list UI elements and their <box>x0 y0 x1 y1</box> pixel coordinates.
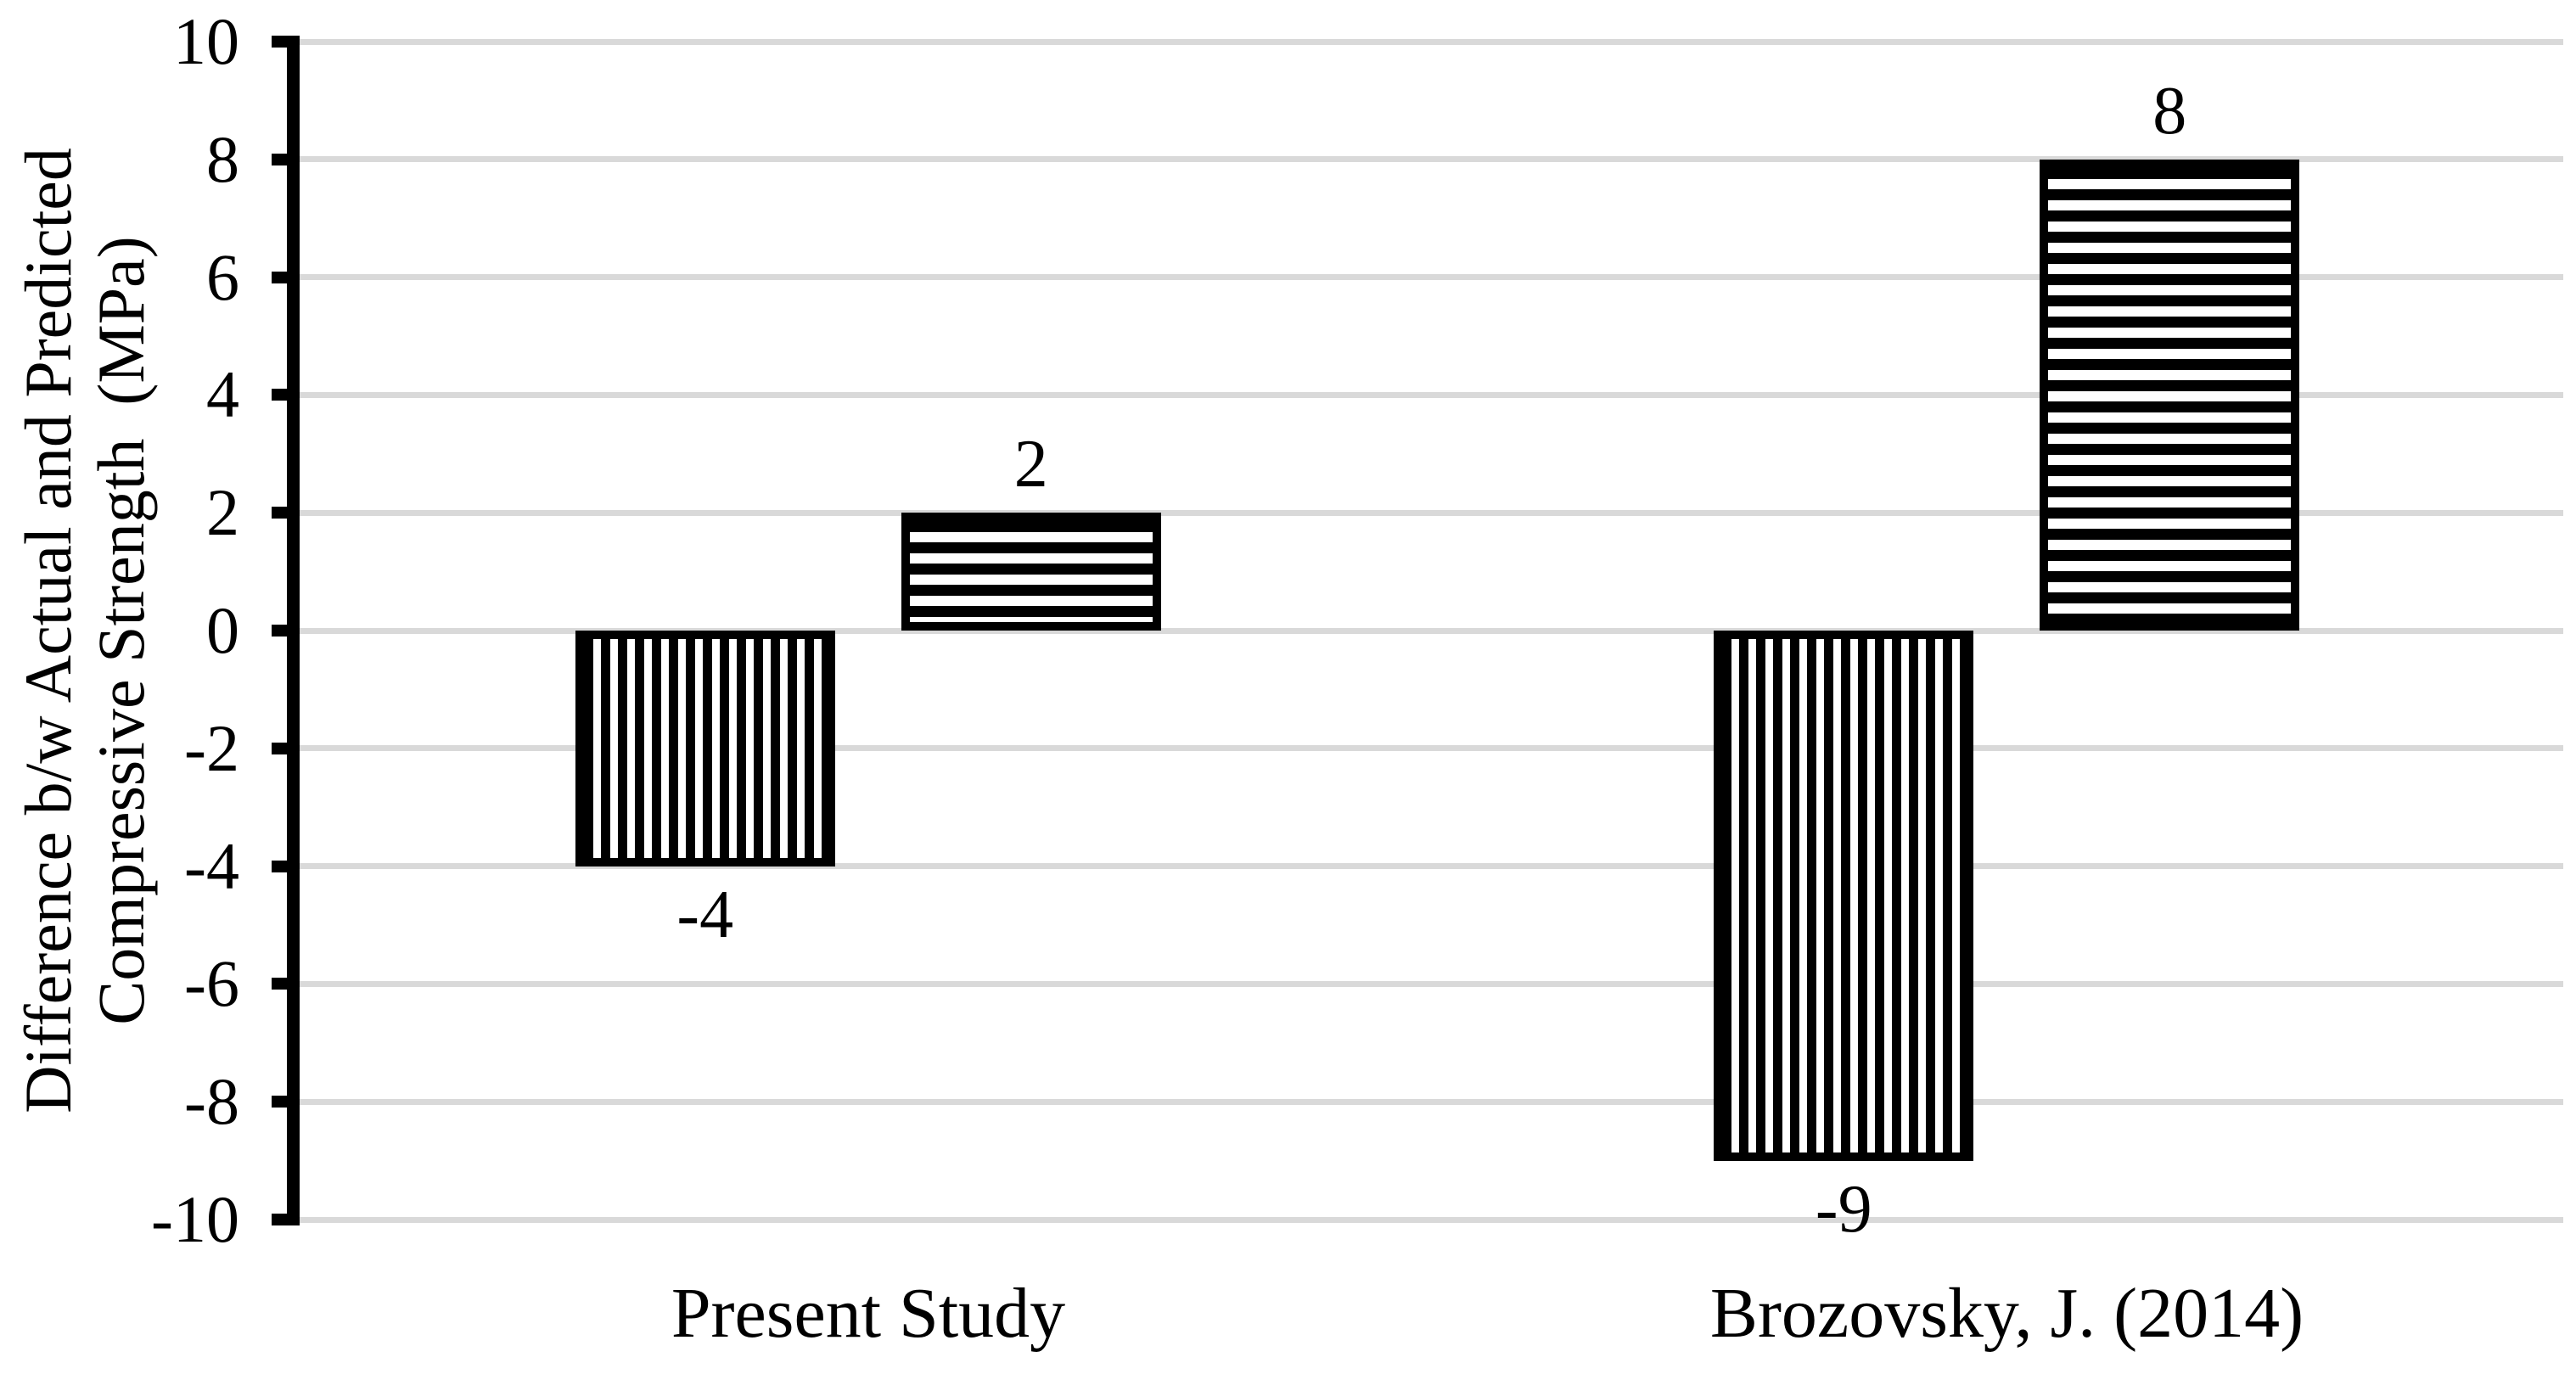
bar-negative-difference-present-study <box>575 631 835 866</box>
y-tick-label--2: -2 <box>184 710 239 785</box>
y-tick-label-2: 2 <box>206 475 239 550</box>
y-tick-label--8: -8 <box>184 1064 239 1139</box>
y-tick--4 <box>272 860 299 872</box>
y-tick-0 <box>272 625 299 637</box>
data-label-positive-difference-present-study: 2 <box>1013 427 1048 502</box>
y-tick-10 <box>272 36 299 48</box>
y-tick-2 <box>272 507 299 519</box>
bar-negative-difference-brozovsky-j-2014 <box>1714 631 1974 1161</box>
gridline-y--8 <box>299 1098 2563 1105</box>
gridline-y-10 <box>299 38 2563 45</box>
y-tick-label-10: 10 <box>173 4 239 78</box>
gridline-y-0 <box>299 627 2563 634</box>
data-label-positive-difference-brozovsky-j-2014: 8 <box>2152 73 2187 149</box>
bar-positive-difference-brozovsky-j-2014 <box>2040 159 2300 631</box>
y-tick-label-4: 4 <box>206 357 239 432</box>
gridline-y-8 <box>299 156 2563 163</box>
gridline-y--6 <box>299 980 2563 987</box>
data-label-negative-difference-brozovsky-j-2014: -9 <box>1815 1171 1872 1247</box>
bar-positive-difference-present-study <box>901 513 1161 631</box>
category-label-brozovsky-j-2014: Brozovsky, J. (2014) <box>1709 1274 2304 1353</box>
gridline-y--10 <box>299 1216 2563 1223</box>
y-tick--2 <box>272 742 299 754</box>
y-tick-label--10: -10 <box>151 1182 239 1256</box>
gridline-y-2 <box>299 509 2563 516</box>
data-label-negative-difference-present-study: -4 <box>676 877 734 952</box>
gridline-y-4 <box>299 391 2563 398</box>
y-tick-label--6: -6 <box>184 946 239 1021</box>
y-tick-label-6: 6 <box>206 239 239 314</box>
y-tick-label--4: -4 <box>184 828 239 903</box>
y-tick-label-8: 8 <box>206 121 239 196</box>
gridline-y--2 <box>299 745 2563 752</box>
y-tick-6 <box>272 271 299 283</box>
y-tick--10 <box>272 1214 299 1225</box>
y-tick-8 <box>272 153 299 165</box>
y-tick--6 <box>272 978 299 990</box>
y-tick--8 <box>272 1096 299 1108</box>
y-tick-4 <box>272 389 299 401</box>
gridline-y-6 <box>299 274 2563 281</box>
category-label-present-study: Present Study <box>671 1274 1066 1353</box>
y-tick-label-0: 0 <box>206 593 239 667</box>
gridline-y--4 <box>299 863 2563 870</box>
